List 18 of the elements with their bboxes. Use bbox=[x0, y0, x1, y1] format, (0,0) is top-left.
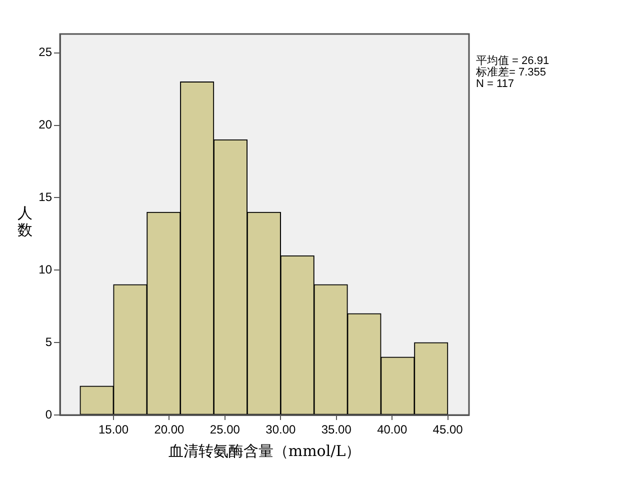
x-tick-label: 15.00 bbox=[98, 422, 129, 437]
y-axis-title: 人数 bbox=[18, 204, 32, 239]
y-tick-label: 0 bbox=[45, 407, 52, 422]
text: N = 117 bbox=[476, 78, 514, 90]
x-tick-label: 40.00 bbox=[377, 422, 408, 437]
y-tick-label: 10 bbox=[38, 262, 52, 276]
x-tick-label: 35.00 bbox=[321, 422, 352, 437]
text: 标准差= 7.355 bbox=[475, 66, 546, 79]
x-axis-title: 血清转氨酶含量（mmol/L） bbox=[168, 442, 361, 460]
x-tick-label: 25.00 bbox=[210, 422, 240, 437]
x-tick-label: 20.00 bbox=[154, 422, 185, 437]
text: 平均值 = 26.91 bbox=[476, 55, 550, 68]
x-tick-label: 45.00 bbox=[432, 422, 464, 437]
y-tick-label: 25 bbox=[38, 45, 52, 60]
x-tick-label: 30.00 bbox=[266, 422, 296, 437]
y-tick-label: 20 bbox=[38, 118, 52, 132]
y-tick-label: 5 bbox=[45, 334, 52, 349]
y-tick-label: 15 bbox=[38, 190, 52, 204]
